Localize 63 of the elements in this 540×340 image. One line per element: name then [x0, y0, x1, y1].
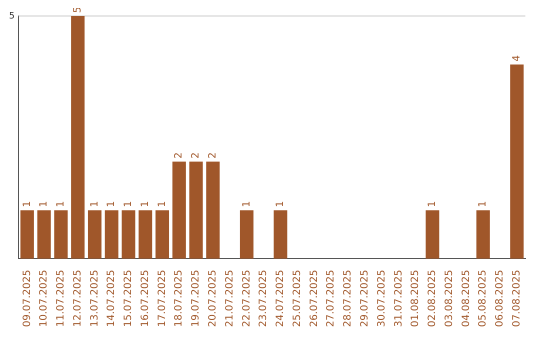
data-label: 1 [38, 200, 50, 208]
x-tick-label: 21.07.2025 [224, 270, 236, 328]
x-tick-label: 16.07.2025 [140, 270, 151, 328]
bar [37, 210, 51, 259]
data-label: 2 [190, 152, 202, 159]
x-tick-label: 07.08.2025 [511, 270, 522, 328]
x-tick-label: 18.07.2025 [174, 270, 185, 328]
bar [189, 162, 203, 259]
bar [426, 210, 440, 259]
data-label: 1 [106, 200, 118, 208]
bar [206, 162, 220, 259]
data-label: 1 [156, 200, 168, 208]
data-label: 2 [208, 152, 219, 159]
x-tick-label: 15.07.2025 [123, 270, 134, 328]
bar [274, 210, 288, 259]
bar [122, 210, 136, 259]
data-label: 2 [174, 152, 185, 159]
bar [104, 210, 118, 259]
x-tick-label: 01.08.2025 [410, 270, 422, 328]
x-tick-label: 14.07.2025 [106, 270, 118, 328]
bar [20, 210, 34, 259]
bar [240, 210, 254, 259]
x-tick-label: 28.07.2025 [342, 270, 354, 328]
data-label: 1 [123, 200, 134, 208]
data-label: 1 [275, 200, 286, 208]
data-label: 1 [478, 200, 489, 208]
x-tick-label: 22.07.2025 [241, 270, 252, 328]
bar [510, 64, 524, 259]
data-label: 1 [22, 200, 33, 208]
data-label: 1 [140, 200, 151, 208]
x-tick-label: 24.07.2025 [275, 270, 286, 328]
bar [88, 210, 102, 259]
x-tick-label: 20.07.2025 [208, 270, 219, 328]
x-tick-label: 09.07.2025 [22, 270, 33, 328]
bar [156, 210, 170, 259]
bar [476, 210, 490, 259]
x-tick-label: 03.08.2025 [444, 270, 455, 328]
x-tick-label: 25.07.2025 [292, 270, 303, 328]
x-tick-label: 29.07.2025 [360, 270, 371, 328]
x-tick-label: 30.07.2025 [376, 270, 388, 328]
x-tick-label: 19.07.2025 [190, 270, 202, 328]
x-tick-label: 02.08.2025 [427, 270, 438, 328]
bar [54, 210, 68, 259]
bar [138, 210, 152, 259]
x-tick-label: 12.07.2025 [72, 270, 84, 328]
x-tick-label: 31.07.2025 [393, 270, 404, 328]
x-tick-label: 23.07.2025 [258, 270, 270, 328]
data-label: 4 [511, 55, 522, 62]
x-tick-label: 27.07.2025 [326, 270, 337, 328]
data-label: 1 [89, 200, 100, 208]
data-label: 1 [241, 200, 252, 208]
data-label: 1 [427, 200, 438, 208]
x-tick-label: 05.08.2025 [478, 270, 489, 328]
x-tick-label: 26.07.2025 [308, 270, 320, 328]
x-tick-label: 17.07.2025 [156, 270, 168, 328]
x-tick-label: 04.08.2025 [460, 270, 472, 328]
x-tick-label: 06.08.2025 [494, 270, 506, 328]
bar [172, 162, 186, 259]
x-tick-label: 10.07.2025 [38, 270, 50, 328]
x-tick-label: 13.07.2025 [89, 270, 100, 328]
data-label: 1 [56, 200, 67, 208]
bar [71, 16, 85, 259]
x-tick-label: 11.07.2025 [56, 270, 67, 328]
